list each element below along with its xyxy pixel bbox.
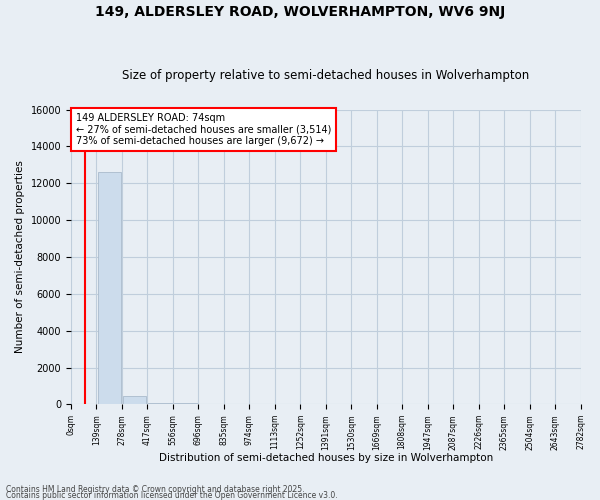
Bar (123, 396, 146, 404)
Text: Contains public sector information licensed under the Open Government Licence v3: Contains public sector information licen… (6, 490, 338, 500)
Bar (148, 402, 172, 404)
X-axis label: Distribution of semi-detached houses by size in Wolverhampton: Distribution of semi-detached houses by … (158, 452, 493, 462)
Y-axis label: Number of semi-detached properties: Number of semi-detached properties (15, 160, 25, 354)
Text: 149 ALDERSLEY ROAD: 74sqm
← 27% of semi-detached houses are smaller (3,514)
73% : 149 ALDERSLEY ROAD: 74sqm ← 27% of semi-… (76, 112, 331, 146)
Text: 149, ALDERSLEY ROAD, WOLVERHAMPTON, WV6 9NJ: 149, ALDERSLEY ROAD, WOLVERHAMPTON, WV6 … (95, 5, 505, 19)
Text: Contains HM Land Registry data © Crown copyright and database right 2025.: Contains HM Land Registry data © Crown c… (6, 485, 305, 494)
Bar (98, 172, 121, 404)
Title: Size of property relative to semi-detached houses in Wolverhampton: Size of property relative to semi-detach… (122, 69, 529, 82)
